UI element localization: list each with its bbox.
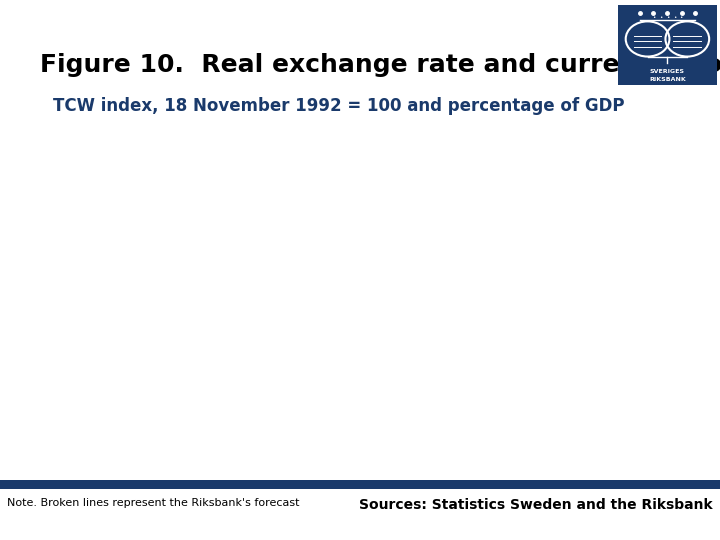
Text: •: • bbox=[680, 15, 683, 20]
Text: Note. Broken lines represent the Riksbank's forecast: Note. Broken lines represent the Riksban… bbox=[7, 498, 300, 509]
Text: SVERIGES: SVERIGES bbox=[650, 69, 685, 73]
Text: •: • bbox=[672, 15, 676, 20]
Text: RIKSBANK: RIKSBANK bbox=[649, 77, 686, 82]
Text: Figure 10.  Real exchange rate and current account: Figure 10. Real exchange rate and curren… bbox=[40, 53, 720, 77]
Text: •: • bbox=[659, 15, 662, 20]
Text: Sources: Statistics Sweden and the Riksbank: Sources: Statistics Sweden and the Riksb… bbox=[359, 498, 713, 512]
Text: •: • bbox=[666, 15, 669, 20]
Text: •: • bbox=[652, 15, 655, 20]
Text: TCW index, 18 November 1992 = 100 and percentage of GDP: TCW index, 18 November 1992 = 100 and pe… bbox=[53, 97, 624, 115]
